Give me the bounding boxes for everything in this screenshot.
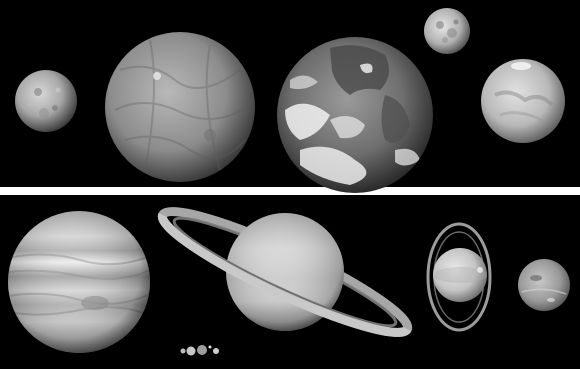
uranus (426, 222, 492, 332)
mars (481, 59, 565, 143)
moon (424, 8, 470, 54)
inner-planets-scale-group (180, 345, 219, 356)
mercury (15, 70, 77, 132)
panel-divider (0, 187, 580, 195)
venus (105, 32, 255, 182)
jupiter (8, 211, 150, 353)
saturn (157, 207, 413, 337)
neptune (518, 259, 570, 311)
earth (277, 37, 433, 193)
